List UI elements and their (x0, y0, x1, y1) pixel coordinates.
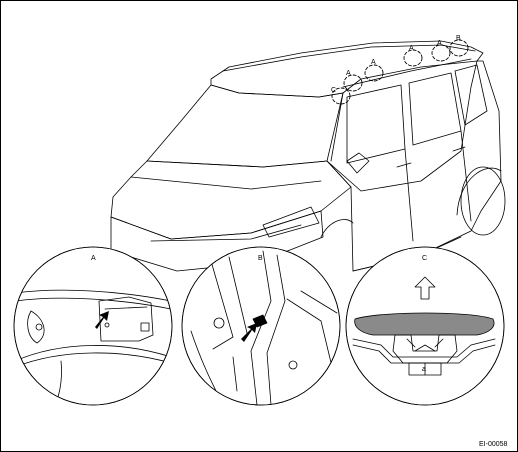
rear-door-handle (452, 146, 466, 152)
front-wheel-arch (320, 219, 354, 238)
figure-code: EI-00058 (479, 441, 508, 448)
side-mirror (346, 152, 370, 174)
roof-rail-left (222, 44, 476, 72)
callout-circle-c (331, 87, 351, 105)
callout-circle-b (449, 39, 469, 57)
rear-wheel (460, 166, 506, 236)
door-seam-front (404, 148, 414, 242)
callout-circle-a2 (364, 64, 384, 82)
callout-circle-a1 (343, 74, 363, 92)
detail-b (181, 246, 341, 406)
windshield (146, 84, 344, 168)
callout-label-b: B (456, 35, 461, 42)
detail-title-a: A (91, 255, 96, 262)
hood-crease (130, 176, 322, 190)
detail-c (345, 246, 505, 406)
molding-clip (392, 334, 458, 364)
callout-circle-a4 (431, 44, 451, 62)
up-arrow-icon (414, 276, 436, 300)
quarter-window (454, 64, 488, 126)
side-body (326, 60, 502, 272)
grille (150, 224, 302, 242)
callout-label-a4: A (437, 40, 442, 47)
callout-label-c: C (331, 87, 336, 94)
callout-circle-a3 (403, 49, 423, 67)
front-door-handle (396, 162, 412, 168)
callout-label-a3: A (409, 45, 414, 52)
roof-molding (354, 312, 495, 336)
rear-wheel-arch (456, 167, 502, 216)
callout-label-a2: A (371, 59, 376, 66)
roof-rail-right (342, 58, 472, 88)
callout-label-a1: A (346, 70, 351, 77)
front-door-window (346, 84, 406, 164)
door-seam-rear (460, 130, 472, 222)
rear-door-window (408, 72, 462, 146)
detail-a (13, 246, 173, 406)
hood (110, 160, 352, 240)
pointer-arrow-a (95, 311, 109, 329)
detail-title-b: B (258, 255, 263, 262)
detail-title-c: C (422, 255, 427, 262)
pointer-arrow-b (241, 323, 257, 342)
headlight (262, 206, 320, 238)
detail-label-a: a (422, 366, 426, 373)
